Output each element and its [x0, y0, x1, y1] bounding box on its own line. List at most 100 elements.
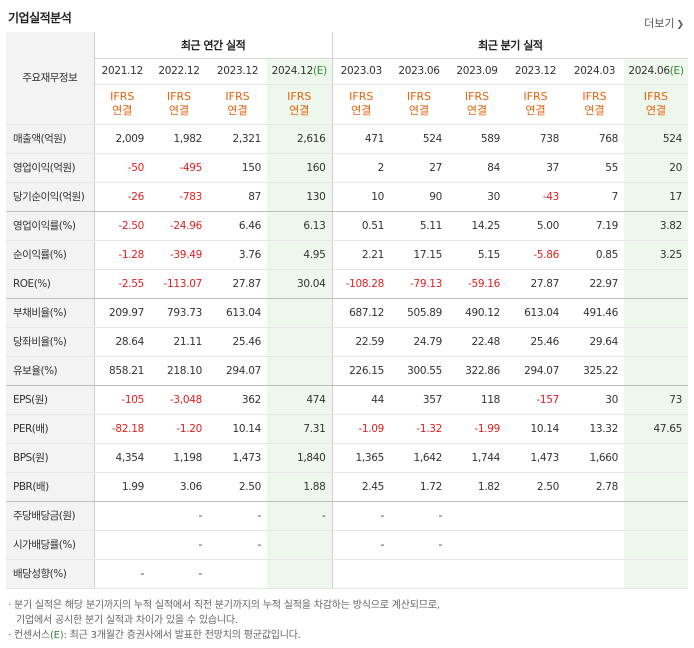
ifrs-header: IFRS 연결 [267, 84, 333, 125]
table-cell: - [267, 501, 333, 531]
consolidated-label: 연결 [351, 104, 372, 117]
chevron-right-icon: ❯ [676, 20, 684, 30]
table-cell: 17 [624, 182, 689, 212]
table-cell: -50 [94, 153, 150, 183]
footnote-1: · 분기 실적은 해당 분기까지의 누적 실적에서 직전 분기까지의 누적 실적… [8, 600, 440, 611]
table-cell: 0.85 [565, 240, 625, 270]
row-label-header: 주요재무정보 [6, 32, 95, 125]
table-cell: - [208, 530, 267, 560]
table-cell [208, 559, 267, 589]
table-cell: 300.55 [390, 356, 449, 386]
consolidated-label: 연결 [408, 104, 430, 117]
table-cell [624, 269, 689, 299]
table-cell: 5.00 [506, 211, 566, 241]
table-cell: 27 [390, 153, 449, 183]
table-cell: 1.88 [267, 472, 333, 502]
table-cell: 294.07 [506, 356, 566, 386]
table-cell: 226.15 [332, 356, 391, 386]
estimate-mark: (E) [49, 630, 64, 641]
table-cell: 73 [624, 385, 689, 415]
table-cell: 2.50 [208, 472, 267, 502]
period-label: 2021.12 [101, 65, 144, 77]
table-cell: 29.64 [565, 327, 625, 357]
footnote-2: · 컨센서스(E): 최근 3개월간 증권사에서 발표한 전망치의 평균값입니다… [8, 628, 440, 643]
table-cell: -5.86 [506, 240, 566, 270]
table-cell: 30 [448, 182, 507, 212]
table-cell [390, 559, 449, 589]
section-title: 기업실적분석 [8, 11, 72, 25]
table-cell: 1,840 [267, 443, 333, 473]
period-label: 2023.09 [456, 65, 498, 77]
table-cell: -1.20 [150, 414, 208, 444]
table-cell: -39.49 [150, 240, 208, 270]
table-cell: 10 [332, 182, 391, 212]
ifrs-header: IFRS 연결 [448, 84, 507, 125]
table-cell: 2,616 [267, 124, 333, 154]
table-cell: -43 [506, 182, 566, 212]
table-row: 순이익률(%) -1.28 -39.49 3.76 4.95 2.21 17.15 5.15-… [6, 240, 689, 270]
table-cell [448, 501, 507, 531]
table-cell: 1,744 [448, 443, 507, 473]
row-label: PBR(배) [6, 472, 95, 502]
table-cell: 7.31 [267, 414, 333, 444]
ifrs-header: IFRS 연결 [624, 84, 689, 125]
table-cell: 2 [332, 153, 391, 183]
table-cell: 294.07 [208, 356, 267, 386]
row-label: 배당성향(%) [6, 559, 95, 589]
footnote-2-text: : 최근 3개월간 증권사에서 발표한 전망치의 평균값입니다. [63, 630, 301, 641]
table-cell: 2.78 [565, 472, 625, 502]
table-cell: -26 [94, 182, 150, 212]
table-cell [624, 472, 689, 502]
table-cell: 24.79 [390, 327, 449, 357]
consolidated-label: 연결 [584, 104, 605, 117]
row-label: PER(배) [6, 414, 95, 444]
table-row: PER(배) -82.18 -1.20 10.14 7.31 -1.09 -1.32 -1.9… [6, 414, 689, 444]
table-cell: - [332, 501, 391, 531]
table-cell: -24.96 [150, 211, 208, 241]
consolidated-label: 연결 [227, 104, 248, 117]
ifrs-label: IFRS [166, 90, 192, 103]
table-cell: 209.97 [94, 298, 150, 328]
row-label: 영업이익률(%) [6, 211, 95, 241]
table-cell [94, 530, 150, 560]
table-cell: 17.15 [390, 240, 449, 270]
consolidated-label: 연결 [466, 104, 488, 117]
period-header: 2024.03 [565, 58, 625, 85]
ifrs-label: IFRS [349, 90, 374, 103]
annual-group-header: 최근 연간 실적 [94, 32, 333, 59]
table-cell: 2.45 [332, 472, 391, 502]
table-cell: 1,642 [390, 443, 449, 473]
table-cell: 4.95 [267, 240, 333, 270]
row-label: BPS(원) [6, 443, 95, 473]
table-cell [624, 530, 689, 560]
table-cell: 28.64 [94, 327, 150, 357]
table-cell: 10.14 [506, 414, 566, 444]
table-cell: 474 [267, 385, 333, 415]
footnotes: · 분기 실적은 해당 분기까지의 누적 실적에서 직전 분기까지의 누적 실적… [8, 598, 440, 643]
table-cell [624, 501, 689, 531]
more-link[interactable]: 더보기 ❯ [644, 15, 684, 31]
table-cell: 4,354 [94, 443, 150, 473]
table-cell: 3.76 [208, 240, 267, 270]
table-cell [506, 501, 566, 531]
period-label: 2023.12 [514, 65, 557, 77]
table-cell: 505.89 [390, 298, 449, 328]
table-cell [267, 530, 333, 560]
period-label: 2024.06 [628, 65, 670, 77]
table-cell [448, 559, 507, 589]
period-label: 2023.03 [340, 65, 383, 77]
table-cell: 22.48 [448, 327, 507, 357]
table-cell: - [208, 501, 267, 531]
table-cell: - [150, 559, 208, 589]
ifrs-label: IFRS [225, 90, 250, 103]
table-cell: 793.73 [150, 298, 208, 328]
table-cell: 130 [267, 182, 333, 212]
table-cell: 87 [208, 182, 267, 212]
period-header: 2024.12(E) [267, 58, 333, 85]
table-cell: 7.19 [565, 211, 625, 241]
quarterly-group-header: 최근 분기 실적 [332, 32, 689, 59]
table-cell: 471 [332, 124, 391, 154]
table-cell: 47.65 [624, 414, 689, 444]
period-header: 2023.06 [390, 58, 449, 85]
ifrs-label: IFRS [406, 90, 432, 103]
